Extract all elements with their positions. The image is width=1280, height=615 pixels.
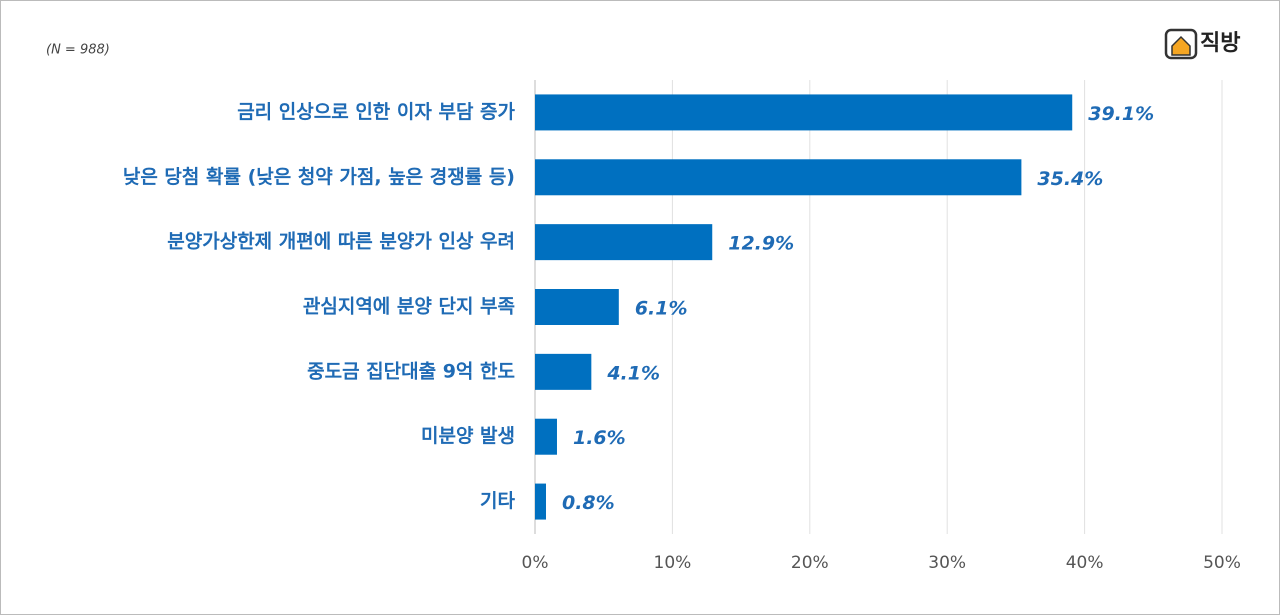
x-tick-label: 50% bbox=[1203, 553, 1241, 573]
bar bbox=[535, 159, 1022, 196]
category-label: 분양가상한제 개편에 따른 분양가 인상 우려 bbox=[167, 231, 515, 253]
logo-house bbox=[1171, 35, 1191, 56]
category-label: 낮은 당첨 확률 (낮은 청약 가점, 높은 경쟁률 등) bbox=[123, 165, 515, 188]
x-tick-label: 30% bbox=[928, 553, 966, 573]
sample-note: (N = 988) bbox=[46, 43, 110, 58]
bar bbox=[535, 224, 713, 261]
logo-text: 직방 bbox=[1200, 31, 1240, 56]
category-label: 미분양 발생 bbox=[421, 425, 515, 447]
category-label: 금리 인상으로 인한 이자 부담 증가 bbox=[237, 101, 515, 123]
category-label: 중도금 집단대출 9억 한도 bbox=[307, 360, 515, 382]
category-label: 관심지역에 분양 단지 부족 bbox=[303, 296, 515, 318]
value-label: 4.1% bbox=[606, 362, 660, 384]
x-tick-label: 20% bbox=[791, 553, 829, 573]
x-tick-label: 40% bbox=[1066, 553, 1104, 573]
bar bbox=[535, 418, 557, 455]
value-label: 12.9% bbox=[728, 233, 794, 255]
bar bbox=[535, 289, 619, 325]
value-label: 1.6% bbox=[573, 427, 626, 449]
logo: 직방 bbox=[1164, 28, 1240, 60]
category-label: 기타 bbox=[480, 490, 515, 512]
bar bbox=[535, 483, 546, 520]
value-label: 39.1% bbox=[1088, 103, 1154, 125]
value-label: 35.4% bbox=[1037, 168, 1103, 190]
x-tick-label: 0% bbox=[522, 553, 549, 573]
bar bbox=[535, 353, 592, 390]
value-label: 6.1% bbox=[635, 298, 688, 320]
bar bbox=[535, 94, 1073, 131]
value-label: 0.8% bbox=[562, 492, 615, 514]
x-tick-label: 10% bbox=[654, 553, 692, 573]
